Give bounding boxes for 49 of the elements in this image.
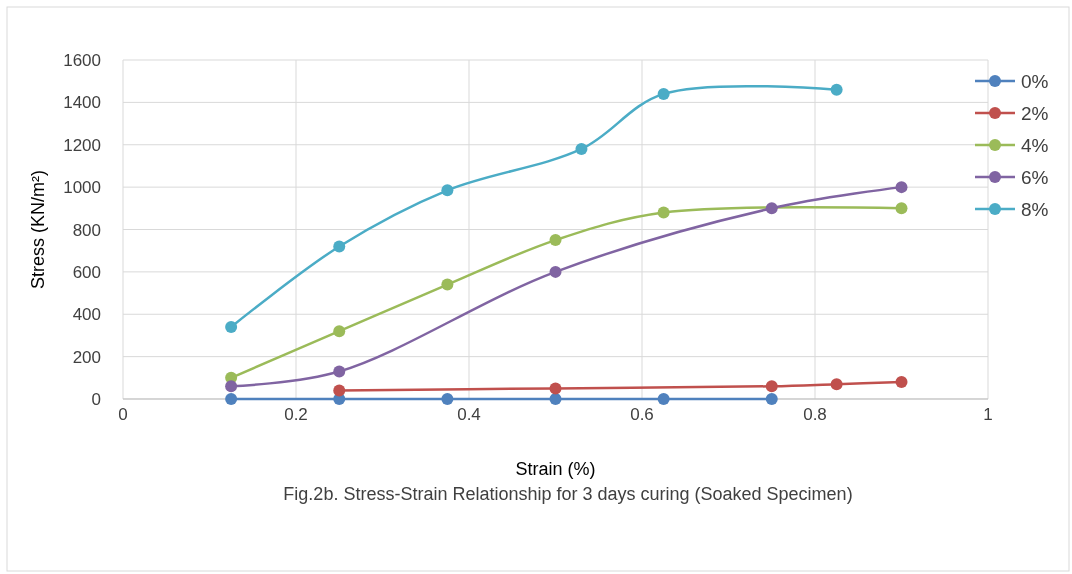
y-tick-label: 1600 — [63, 51, 101, 70]
point — [333, 384, 346, 397]
y-tick-label: 200 — [72, 347, 101, 367]
y-tick-label: 1200 — [63, 135, 101, 155]
point — [765, 393, 778, 405]
point — [549, 382, 562, 395]
point — [830, 83, 843, 96]
y-axis-title: Stress (KN/m²) — [28, 170, 48, 289]
point — [225, 380, 238, 393]
point — [765, 380, 778, 393]
point — [441, 184, 454, 197]
point — [657, 393, 670, 405]
point — [895, 181, 908, 194]
point — [830, 378, 843, 391]
x-tick-label: 0 — [118, 405, 128, 424]
y-tick-label: 1000 — [63, 178, 101, 198]
point — [441, 278, 454, 291]
point — [549, 393, 562, 405]
legend-label: 0% — [1021, 71, 1049, 92]
point — [657, 87, 670, 100]
point — [549, 234, 562, 247]
x-tick-label: 0.6 — [630, 405, 654, 424]
legend-label: 6% — [1021, 167, 1049, 188]
y-tick-label: 800 — [72, 220, 101, 240]
legend-label: 4% — [1021, 135, 1049, 156]
x-tick-label: 0.8 — [803, 405, 827, 424]
y-tick-label: 0 — [91, 390, 101, 409]
point — [441, 393, 454, 405]
point — [657, 206, 670, 219]
point — [575, 142, 588, 155]
point — [549, 265, 562, 278]
y-tick-label: 400 — [72, 305, 101, 325]
point — [333, 325, 346, 338]
x-tick-label: 0.4 — [457, 405, 481, 424]
point — [333, 365, 346, 378]
point — [225, 320, 238, 333]
x-axis-title: Strain (%) — [515, 459, 596, 479]
point — [765, 202, 778, 215]
x-tick-label: 0.2 — [284, 405, 308, 424]
x-tick-label: 1 — [983, 405, 993, 424]
y-tick-label: 1400 — [63, 93, 101, 113]
legend-label: 8% — [1021, 199, 1049, 220]
y-tick-label: 600 — [72, 262, 101, 282]
legend-label: 2% — [1021, 103, 1049, 124]
point — [225, 393, 238, 405]
point — [895, 376, 908, 389]
caption: Fig.2b. Stress-Strain Relationship for 3 days curing (Soaked Specimen) — [283, 484, 853, 504]
point — [895, 202, 908, 215]
point — [333, 240, 346, 253]
